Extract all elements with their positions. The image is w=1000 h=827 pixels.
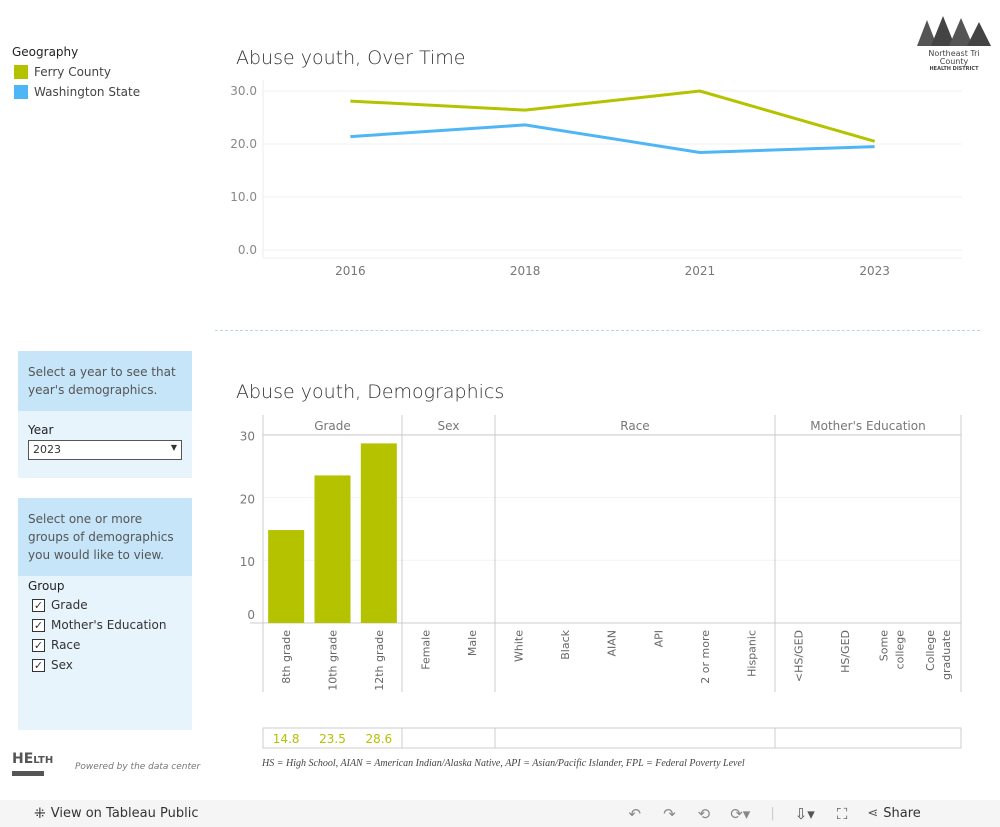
x-category-label: Hispanic xyxy=(746,630,759,677)
share-label: Share xyxy=(883,806,921,821)
x-category-label: College xyxy=(924,630,937,671)
y-tick-label: 10.0 xyxy=(230,190,257,204)
group-prompt: Select one or more groups of demographic… xyxy=(18,498,192,576)
series-line-ferry-county xyxy=(350,89,876,143)
x-category-label: API xyxy=(652,630,665,647)
legend-item-washington[interactable]: Washington State xyxy=(14,85,140,99)
x-category-label: White xyxy=(512,630,525,662)
x-tick-label: 2018 xyxy=(510,264,541,278)
checkbox-icon: ✓ xyxy=(32,638,45,652)
toolbar: ⁜ View on Tableau Public ↶ ↷ ⟲ ⟳▾ | ⇩▾ ⛶ … xyxy=(0,800,1000,827)
share-button[interactable]: ⋖ Share xyxy=(867,806,920,821)
checkbox-icon: ✓ xyxy=(32,598,45,612)
powered-by: Powered by the data center xyxy=(75,762,201,772)
y-tick-label: 0 xyxy=(247,608,255,622)
pane-header: Mother's Education xyxy=(810,419,925,433)
bar xyxy=(268,530,305,623)
srhd-logo: HELTH xyxy=(12,744,53,776)
group-label: Group xyxy=(28,579,65,593)
group-checkbox-grade[interactable]: ✓ Grade xyxy=(18,595,192,615)
group-checkbox-sex[interactable]: ✓ Sex xyxy=(18,655,192,675)
share-icon: ⋖ xyxy=(867,806,879,821)
checkbox-icon: ✓ xyxy=(32,658,45,672)
ferry-swatch xyxy=(14,65,28,79)
bar-chart: 0 10 20 30 Grade 8th grade 14.8 10th grade 23.5 1… xyxy=(240,415,962,749)
group-panel: Select one or more groups of demographic… xyxy=(18,498,192,730)
abbreviation-note: HS = High School, AIAN = American Indian… xyxy=(262,758,745,769)
legend-item-ferry[interactable]: Ferry County xyxy=(14,65,111,79)
undo-icon[interactable]: ↶ xyxy=(628,804,642,823)
year-prompt: Select a year to see that year's demogra… xyxy=(18,351,192,411)
year-panel: Select a year to see that year's demogra… xyxy=(18,351,192,478)
bar-value-label: 23.5 xyxy=(319,732,346,746)
refresh-icon[interactable]: ⟳▾ xyxy=(730,804,751,823)
x-tick-label: 2023 xyxy=(859,264,890,278)
line-chart: 0.0 10.0 20.0 30.0 2016 2018 2021 2023 xyxy=(230,80,962,278)
bar-value-label: 14.8 xyxy=(273,732,300,746)
line-chart-title: Abuse youth, Over Time xyxy=(236,47,466,69)
x-category-label: Female xyxy=(419,630,432,670)
y-tick-label: 0.0 xyxy=(238,243,257,257)
bar xyxy=(314,475,351,623)
checkbox-label: Sex xyxy=(51,658,73,672)
legend-label: Ferry County xyxy=(34,65,111,79)
checkbox-icon: ✓ xyxy=(32,618,45,632)
year-select[interactable]: 2023 ▼ xyxy=(28,440,182,460)
dropdown-arrow-icon: ▼ xyxy=(170,443,177,452)
pane-header: Grade xyxy=(314,419,351,433)
y-tick-label: 20 xyxy=(240,492,255,506)
x-category-label: Black xyxy=(559,629,572,659)
x-tick-label: 2016 xyxy=(335,264,366,278)
x-category-label: 8th grade xyxy=(280,630,293,684)
bar xyxy=(360,443,397,623)
x-category-label: 12th grade xyxy=(373,630,386,691)
tableau-icon: ⁜ xyxy=(34,805,46,822)
toolbar-separator: | xyxy=(770,806,775,821)
x-category-label: AIAN xyxy=(606,630,619,657)
redo-icon[interactable]: ↷ xyxy=(663,804,676,823)
revert-icon[interactable]: ⟲ xyxy=(697,804,711,823)
y-tick-label: 20.0 xyxy=(230,137,257,151)
group-checkbox-mothers-education[interactable]: ✓ Mother's Education xyxy=(18,615,192,635)
y-tick-label: 30 xyxy=(240,430,255,444)
download-icon[interactable]: ⇩▾ xyxy=(794,804,815,823)
x-category-label: HS/GED xyxy=(839,630,852,673)
legend-title: Geography xyxy=(12,45,79,59)
pane-header: Race xyxy=(620,419,649,433)
x-category-label: Some xyxy=(877,630,890,661)
checkbox-label: Grade xyxy=(51,598,88,612)
year-value: 2023 xyxy=(33,443,61,456)
bar-chart-title: Abuse youth, Demographics xyxy=(236,381,505,403)
x-tick-label: 2021 xyxy=(685,264,716,278)
view-on-tableau-button[interactable]: ⁜ View on Tableau Public xyxy=(34,806,198,822)
ntchd-logo: Northeast Tri County HEALTH DISTRICT xyxy=(914,14,994,72)
fullscreen-icon[interactable]: ⛶ xyxy=(836,804,848,823)
checkbox-label: Race xyxy=(51,638,81,652)
x-category-label: Male xyxy=(466,630,479,656)
x-category-label: <HS/GED xyxy=(792,630,805,682)
section-divider xyxy=(215,330,980,331)
x-category-label: graduate xyxy=(940,630,953,680)
legend-label: Washington State xyxy=(34,85,141,99)
x-category-label: 2 or more xyxy=(699,630,712,684)
bar-value-label: 28.6 xyxy=(365,732,392,746)
group-checkbox-race[interactable]: ✓ Race xyxy=(18,635,192,655)
view-label: View on Tableau Public xyxy=(50,806,199,821)
washington-swatch xyxy=(14,85,28,99)
series-line-washington-state xyxy=(350,123,875,154)
pane-header: Sex xyxy=(438,419,460,433)
trees-icon xyxy=(917,16,991,46)
year-label: Year xyxy=(28,423,54,437)
x-category-label: 10th grade xyxy=(327,630,340,691)
checkbox-label: Mother's Education xyxy=(51,618,167,632)
x-category-label: college xyxy=(893,630,906,670)
y-tick-label: 30.0 xyxy=(230,84,257,98)
y-tick-label: 10 xyxy=(240,555,255,569)
